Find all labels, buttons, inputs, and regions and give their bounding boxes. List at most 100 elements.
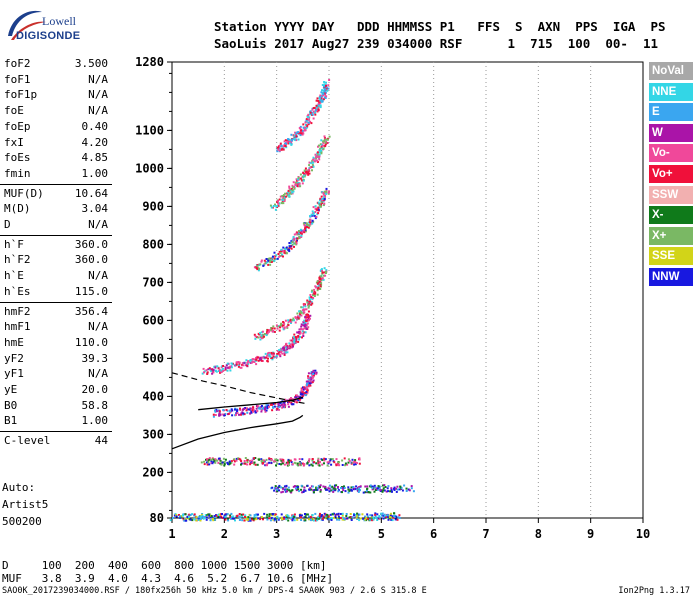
echo-point	[288, 489, 291, 492]
echo-point	[340, 513, 342, 515]
echo-point	[276, 146, 279, 149]
echo-point	[293, 398, 296, 401]
echo-point	[218, 410, 221, 413]
echo-point	[284, 319, 287, 322]
echo-point	[304, 519, 307, 522]
echo-point	[281, 518, 284, 521]
echo-point	[298, 332, 301, 335]
x-tick-label: 10	[636, 527, 650, 541]
echo-point	[238, 361, 241, 364]
echo-point	[283, 251, 286, 254]
echo-point	[299, 231, 302, 234]
echo-point	[281, 517, 284, 520]
echo-point	[317, 459, 320, 462]
echo-point	[202, 517, 205, 520]
echo-point	[284, 252, 287, 255]
echo-point	[245, 359, 248, 362]
echo-point	[304, 126, 307, 129]
echo-point	[320, 195, 323, 198]
echo-point	[312, 165, 315, 167]
echo-point	[302, 388, 305, 391]
echo-point	[300, 392, 303, 395]
echo-point	[320, 515, 323, 518]
echo-point	[410, 487, 413, 490]
echo-point	[249, 459, 251, 462]
echo-point	[208, 513, 211, 516]
echo-point	[185, 519, 188, 522]
param-row-foep: foEp 0.40	[2, 120, 108, 134]
echo-point	[329, 459, 332, 462]
echo-point	[285, 343, 288, 346]
echo-point	[301, 130, 304, 133]
echo-point	[387, 490, 390, 493]
echo-point	[384, 486, 387, 488]
echo-point	[364, 485, 367, 488]
echo-point	[384, 516, 387, 519]
echo-point	[305, 327, 308, 330]
echo-point	[260, 334, 263, 337]
echo-point	[306, 384, 308, 387]
echo-point	[290, 322, 292, 324]
echo-point	[214, 518, 216, 521]
echo-point	[218, 368, 221, 371]
echo-point	[302, 123, 305, 126]
echo-point	[229, 409, 232, 412]
echo-point	[368, 519, 371, 522]
echo-point	[269, 328, 272, 331]
echo-point	[321, 270, 323, 273]
echo-point	[320, 269, 322, 272]
echo-point	[316, 104, 319, 107]
echo-point	[240, 462, 243, 465]
echo-point	[277, 199, 279, 202]
echo-point	[299, 513, 302, 516]
echo-point	[255, 358, 258, 361]
echo-point	[296, 398, 299, 401]
echo-point	[276, 408, 279, 410]
echo-point	[302, 464, 305, 467]
echo-point	[312, 213, 315, 216]
echo-point	[309, 111, 312, 114]
echo-point	[303, 463, 306, 466]
echo-point	[305, 224, 308, 227]
echo-point	[289, 245, 292, 247]
echo-point	[325, 81, 327, 84]
param-separator	[0, 234, 112, 236]
version-footer: Ion2Png 1.3.17	[618, 586, 690, 596]
echo-point	[329, 517, 332, 520]
echo-point	[311, 381, 314, 384]
echo-point	[266, 329, 269, 332]
echo-point	[279, 401, 282, 404]
echo-point	[306, 301, 309, 304]
echo-point	[291, 191, 294, 194]
echo-point	[371, 519, 374, 522]
echo-point	[322, 199, 325, 202]
echo-point	[255, 359, 258, 362]
echo-point	[356, 489, 359, 492]
echo-point	[290, 516, 293, 519]
echo-point	[285, 146, 288, 149]
echo-point	[310, 376, 313, 379]
echo-point	[225, 409, 228, 411]
echo-point	[307, 306, 310, 309]
echo-point	[399, 485, 402, 488]
echo-point	[302, 392, 305, 395]
echo-point	[275, 324, 278, 327]
echo-point	[327, 487, 330, 490]
echo-point	[303, 128, 306, 131]
echo-point	[305, 324, 308, 327]
echo-point	[372, 486, 375, 489]
echo-point	[296, 182, 299, 185]
echo-point	[312, 206, 315, 209]
echo-point	[309, 223, 312, 226]
echo-point	[201, 515, 204, 517]
echo-point	[297, 335, 300, 337]
echo-point	[301, 336, 303, 339]
echo-point	[279, 195, 282, 198]
echo-point	[318, 486, 321, 489]
echo-point	[381, 512, 384, 515]
echo-point	[358, 457, 361, 460]
echo-point	[203, 370, 206, 373]
echo-point	[319, 275, 322, 278]
echo-point	[311, 221, 314, 224]
echo-point	[266, 407, 269, 410]
